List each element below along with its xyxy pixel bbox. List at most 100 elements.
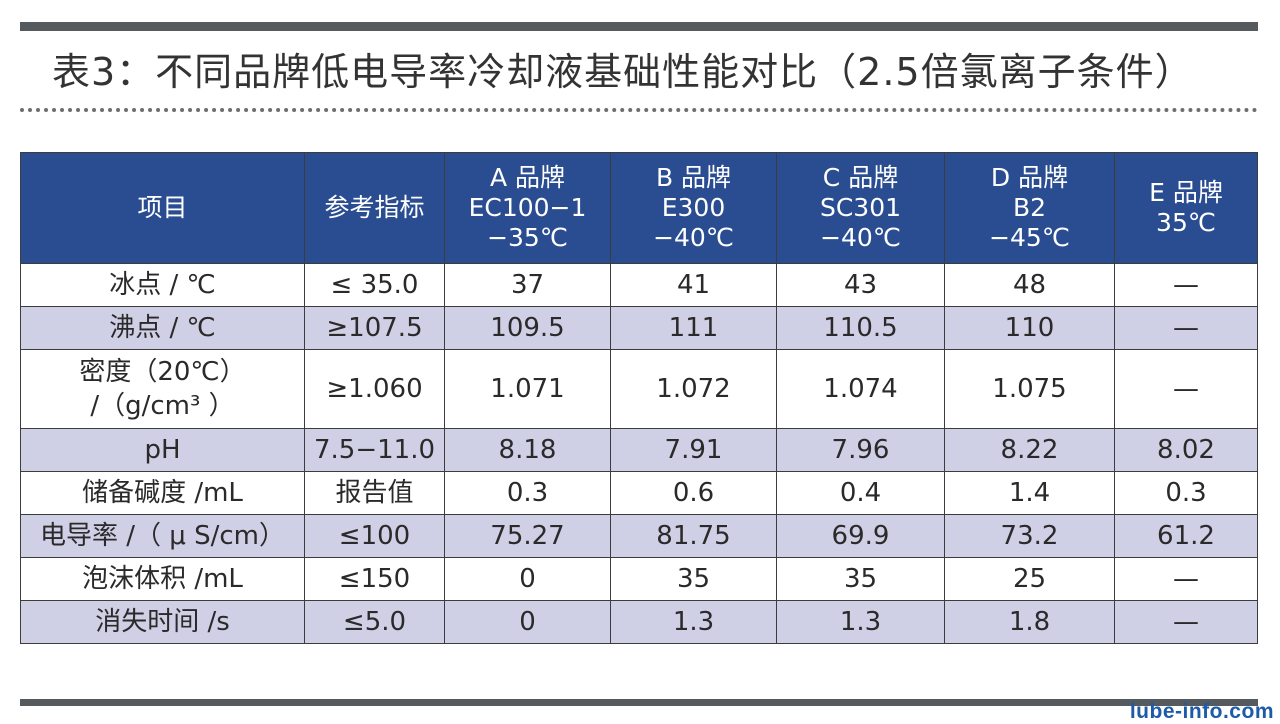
row-item-line: 消失时间 /s bbox=[95, 607, 230, 637]
row-item-cell: pH bbox=[20, 428, 305, 472]
column-header-line: A 品牌 bbox=[489, 163, 566, 192]
value-cell: 1.3 bbox=[610, 600, 777, 644]
value-cell: 7.91 bbox=[610, 428, 777, 472]
row-item-cell: 电导率 /（ μ S/cm） bbox=[20, 514, 305, 558]
value-cell: 110 bbox=[944, 306, 1115, 350]
row-item-cell: 密度（20℃） /（g/cm³ ） bbox=[20, 349, 305, 429]
row-item-line: 密度（20℃） bbox=[79, 357, 246, 387]
column-header: 项目 bbox=[20, 152, 305, 264]
reference-cell: ≥107.5 bbox=[304, 306, 445, 350]
column-header-line: EC100−1 bbox=[468, 193, 587, 222]
value-cell: 61.2 bbox=[1114, 514, 1258, 558]
value-cell: 1.074 bbox=[776, 349, 945, 429]
value-cell: 110.5 bbox=[776, 306, 945, 350]
row-item-line: 储备碱度 /mL bbox=[82, 478, 243, 508]
column-header-line: 项目 bbox=[137, 193, 188, 222]
value-cell: 43 bbox=[776, 263, 945, 307]
column-header-line: C 品牌 bbox=[822, 163, 899, 192]
table-row: 泡沫体积 /mL ≤150 0 35 35 25— bbox=[20, 557, 1258, 601]
row-item-line: 泡沫体积 /mL bbox=[82, 564, 243, 594]
row-item-line: /（g/cm³ ） bbox=[90, 391, 235, 421]
column-header-line: −45℃ bbox=[989, 223, 1070, 252]
value-cell: — bbox=[1114, 600, 1258, 644]
value-cell: 0 bbox=[444, 600, 611, 644]
column-header-line: B2 bbox=[1012, 193, 1047, 222]
value-cell: 41 bbox=[610, 263, 777, 307]
top-rule bbox=[20, 22, 1258, 31]
column-header-line: E300 bbox=[661, 193, 726, 222]
value-cell: 81.75 bbox=[610, 514, 777, 558]
column-header: B 品牌 E300 −40℃ bbox=[610, 152, 777, 264]
header-row: 项目 参考指标 A 品牌 EC100−1 −35℃ B 品牌 E300 −40℃ C 品牌 SC3… bbox=[20, 152, 1258, 264]
value-cell: 0.3 bbox=[444, 471, 611, 515]
column-header-line: 35℃ bbox=[1156, 208, 1216, 237]
column-header-line: −40℃ bbox=[820, 223, 901, 252]
row-item-line: 冰点 / ℃ bbox=[109, 270, 216, 300]
column-header: D 品牌 B2 −45℃ bbox=[944, 152, 1115, 264]
reference-cell: 报告值 bbox=[304, 471, 445, 515]
value-cell: 0.3 bbox=[1114, 471, 1258, 515]
table-row: 沸点 / ℃ ≥107.5 109.5 111 110.5 110— bbox=[20, 306, 1258, 350]
column-header-line: D 品牌 bbox=[990, 163, 1069, 192]
table-row: 冰点 / ℃ ≤ 35.0 37 41 43 48— bbox=[20, 263, 1258, 307]
value-cell: 0 bbox=[444, 557, 611, 601]
table-row: 消失时间 /s ≤5.0 0 1.3 1.3 1.8— bbox=[20, 600, 1258, 644]
comparison-table: 项目 参考指标 A 品牌 EC100−1 −35℃ B 品牌 E300 −40℃ C 品牌 SC3… bbox=[20, 152, 1258, 644]
value-cell: 25 bbox=[944, 557, 1115, 601]
value-cell: — bbox=[1114, 349, 1258, 429]
reference-cell: ≤ 35.0 bbox=[304, 263, 445, 307]
table-row: pH 7.5−11.0 8.18 7.91 7.96 8.22 8.02 bbox=[20, 428, 1258, 472]
value-cell: 0.4 bbox=[776, 471, 945, 515]
bottom-rule bbox=[20, 699, 1258, 706]
page-title: 表3：不同品牌低电导率冷却液基础性能对比（2.5倍氯离子条件） bbox=[52, 50, 1194, 94]
value-cell: — bbox=[1114, 557, 1258, 601]
value-cell: — bbox=[1114, 263, 1258, 307]
column-header: A 品牌 EC100−1 −35℃ bbox=[444, 152, 611, 264]
value-cell: 35 bbox=[776, 557, 945, 601]
row-item-line: 电导率 /（ μ S/cm） bbox=[40, 521, 285, 551]
table-body: 冰点 / ℃ ≤ 35.0 37 41 43 48— 沸点 / ℃ ≥107.5 109.5 11… bbox=[20, 263, 1258, 644]
column-header-line: −40℃ bbox=[653, 223, 734, 252]
value-cell: 75.27 bbox=[444, 514, 611, 558]
row-item-cell: 消失时间 /s bbox=[20, 600, 305, 644]
value-cell: 1.072 bbox=[610, 349, 777, 429]
row-item-cell: 储备碱度 /mL bbox=[20, 471, 305, 515]
reference-cell: 7.5−11.0 bbox=[304, 428, 445, 472]
row-item-cell: 沸点 / ℃ bbox=[20, 306, 305, 350]
value-cell: 1.075 bbox=[944, 349, 1115, 429]
value-cell: 8.18 bbox=[444, 428, 611, 472]
row-item-line: pH bbox=[144, 435, 181, 465]
column-header-line: B 品牌 bbox=[655, 163, 732, 192]
value-cell: 69.9 bbox=[776, 514, 945, 558]
value-cell: 0.6 bbox=[610, 471, 777, 515]
value-cell: 37 bbox=[444, 263, 611, 307]
row-item-line: 沸点 / ℃ bbox=[109, 313, 216, 343]
reference-cell: ≥1.060 bbox=[304, 349, 445, 429]
column-header: 参考指标 bbox=[304, 152, 445, 264]
column-header-line: 参考指标 bbox=[324, 193, 425, 222]
value-cell: 109.5 bbox=[444, 306, 611, 350]
row-item-cell: 冰点 / ℃ bbox=[20, 263, 305, 307]
reference-cell: ≤150 bbox=[304, 557, 445, 601]
column-header: E 品牌 35℃ bbox=[1114, 152, 1258, 264]
value-cell: 35 bbox=[610, 557, 777, 601]
dotted-divider bbox=[20, 108, 1258, 112]
table-header: 项目 参考指标 A 品牌 EC100−1 −35℃ B 品牌 E300 −40℃ C 品牌 SC3… bbox=[20, 152, 1258, 264]
table-row: 密度（20℃） /（g/cm³ ） ≥1.060 1.071 1.072 1.074 1.0… bbox=[20, 349, 1258, 429]
value-cell: 8.22 bbox=[944, 428, 1115, 472]
value-cell: 8.02 bbox=[1114, 428, 1258, 472]
watermark: lube-info.com bbox=[1129, 700, 1274, 723]
column-header: C 品牌 SC301 −40℃ bbox=[776, 152, 945, 264]
value-cell: — bbox=[1114, 306, 1258, 350]
column-header-line: −35℃ bbox=[487, 223, 568, 252]
column-header-line: E 品牌 bbox=[1149, 178, 1223, 207]
column-header-line: SC301 bbox=[819, 193, 902, 222]
value-cell: 48 bbox=[944, 263, 1115, 307]
value-cell: 1.3 bbox=[776, 600, 945, 644]
value-cell: 7.96 bbox=[776, 428, 945, 472]
table-row: 储备碱度 /mL 报告值 0.3 0.6 0.4 1.4 0.3 bbox=[20, 471, 1258, 515]
value-cell: 73.2 bbox=[944, 514, 1115, 558]
table-row: 电导率 /（ μ S/cm） ≤100 75.27 81.75 69.9 73.2 61.2 bbox=[20, 514, 1258, 558]
reference-cell: ≤100 bbox=[304, 514, 445, 558]
reference-cell: ≤5.0 bbox=[304, 600, 445, 644]
